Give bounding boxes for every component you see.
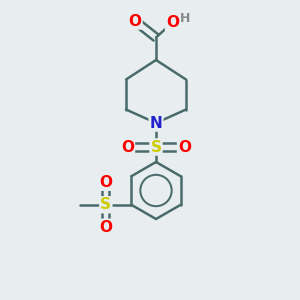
Text: O: O xyxy=(128,14,142,28)
Text: O: O xyxy=(121,140,134,154)
Text: N: N xyxy=(150,116,162,130)
Text: O: O xyxy=(166,15,179,30)
Text: O: O xyxy=(99,220,112,235)
Text: O: O xyxy=(99,175,112,190)
Text: H: H xyxy=(180,11,190,25)
Text: S: S xyxy=(151,140,161,154)
Text: O: O xyxy=(178,140,191,154)
Text: S: S xyxy=(100,197,111,212)
